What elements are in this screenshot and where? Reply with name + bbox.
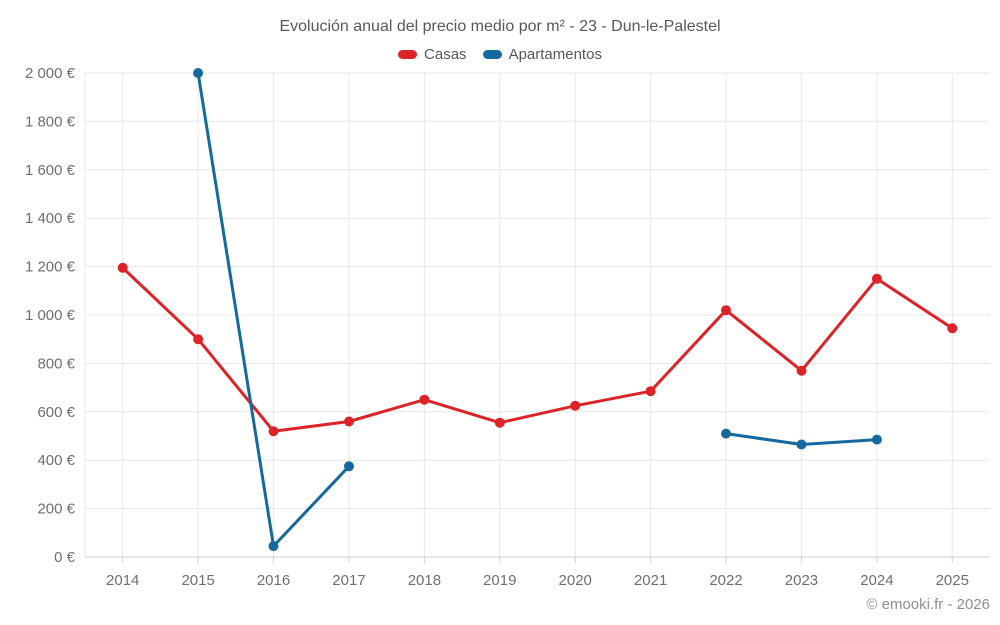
y-axis-label: 1 000 € (25, 307, 76, 324)
y-axis-label: 600 € (37, 404, 75, 421)
series-casas-line (121, 266, 954, 433)
point-casas-2019[interactable] (494, 417, 505, 428)
y-axis-label: 1 200 € (25, 259, 76, 276)
legend-marker-apartamentos (482, 50, 502, 59)
point-apartamentos-2016[interactable] (268, 541, 279, 552)
y-axis-label: 200 € (37, 501, 75, 518)
x-axis-label: 2015 (181, 572, 214, 589)
legend-item-casas[interactable]: Casas (398, 46, 467, 63)
x-axis-label: 2021 (634, 572, 667, 589)
point-casas-2022[interactable] (721, 305, 731, 316)
y-axis-label: 2 000 € (25, 65, 76, 82)
x-axis-label: 2017 (332, 572, 365, 589)
point-apartamentos-2017[interactable] (344, 461, 354, 472)
x-axis-label: 2022 (709, 572, 742, 589)
series-apartamentos-line (196, 71, 879, 548)
point-apartamentos-2015[interactable] (193, 68, 204, 78)
point-apartamentos-2022[interactable] (721, 428, 731, 439)
y-axis-label: 1 400 € (25, 210, 76, 227)
x-axis-label: 2024 (860, 572, 893, 589)
legend-item-apartamentos[interactable]: Apartamentos (482, 46, 602, 63)
point-apartamentos-2023[interactable] (796, 439, 807, 450)
x-axis-label: 2019 (483, 572, 516, 589)
point-casas-2025[interactable] (947, 323, 958, 334)
legend-marker-casas (398, 50, 418, 59)
chart-title: Evolución anual del precio medio por m² … (279, 18, 721, 35)
credits-link[interactable]: © emooki.fr - 2026 (866, 596, 990, 613)
legend-label: Casas (424, 46, 467, 63)
point-casas-2024[interactable] (871, 273, 882, 284)
x-axis-label: 2025 (936, 572, 969, 589)
x-axis-label: 2023 (785, 572, 818, 589)
point-casas-2020[interactable] (570, 400, 581, 411)
point-casas-2017[interactable] (344, 416, 354, 427)
x-axis-label: 2018 (408, 572, 441, 589)
point-casas-2021[interactable] (645, 386, 656, 397)
legend: Casas Apartamentos (0, 46, 1000, 63)
legend-label: Apartamentos (508, 46, 602, 63)
x-axis-label: 2014 (106, 572, 139, 589)
point-casas-2023[interactable] (796, 365, 807, 376)
y-axis-label: 400 € (37, 452, 75, 469)
y-axis-label: 1 600 € (25, 162, 76, 179)
x-axis-label: 2020 (559, 572, 592, 589)
x-axis-label: 2016 (257, 572, 290, 589)
point-casas-2014[interactable] (117, 262, 128, 273)
point-casas-2018[interactable] (419, 394, 430, 405)
point-casas-2016[interactable] (268, 426, 279, 437)
y-axis-label: 800 € (37, 355, 75, 372)
y-axis-label: 1 800 € (25, 113, 76, 130)
point-casas-2015[interactable] (193, 334, 204, 345)
y-axis-label: 0 € (54, 549, 76, 566)
point-apartamentos-2024[interactable] (871, 434, 882, 445)
